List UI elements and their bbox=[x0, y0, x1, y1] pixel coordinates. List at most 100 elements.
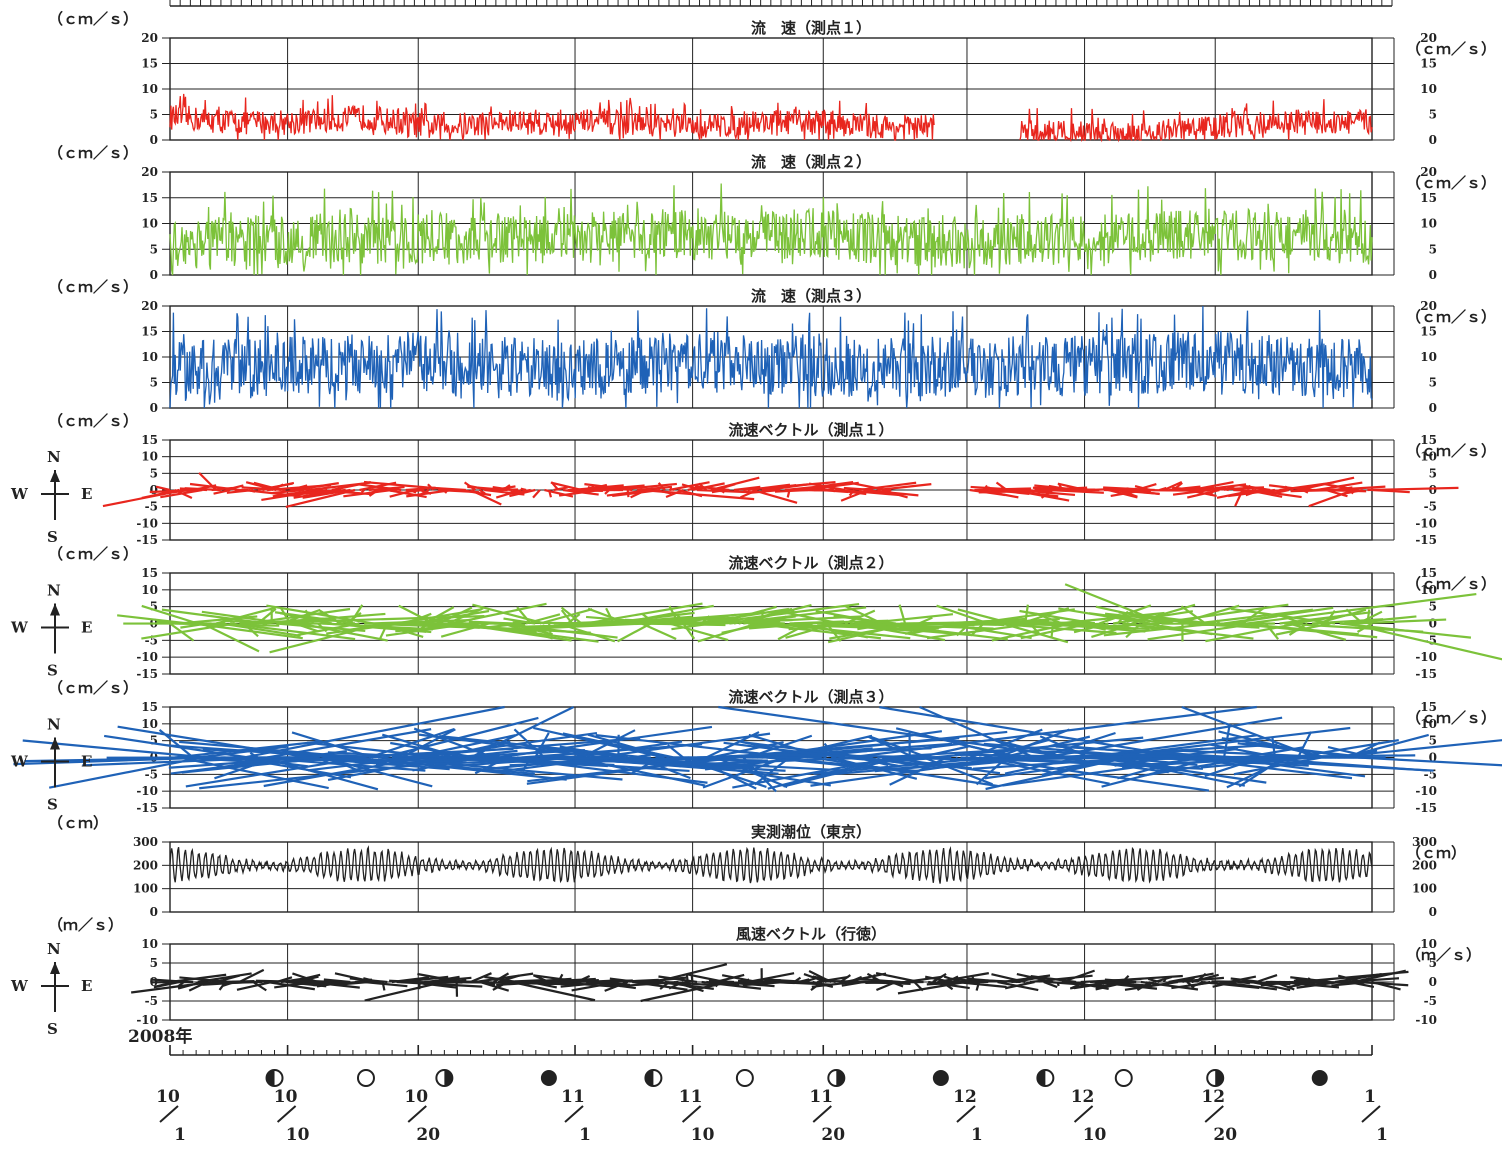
vector-arrow bbox=[495, 488, 522, 499]
vector-arrow bbox=[513, 728, 546, 759]
vector-arrow bbox=[560, 609, 574, 625]
vector-arrow bbox=[533, 726, 665, 759]
date-label-month: 1 bbox=[1364, 1087, 1376, 1107]
vector-arrow bbox=[1073, 980, 1114, 990]
vector-arrow bbox=[1088, 612, 1169, 625]
ytick-label-left: -5 bbox=[145, 767, 158, 781]
vector-arrow bbox=[534, 732, 550, 759]
vector-arrow bbox=[360, 489, 365, 494]
vector-arrow bbox=[1138, 756, 1308, 766]
compass-e: E bbox=[81, 485, 92, 503]
vector-arrow bbox=[252, 981, 267, 992]
moon-new-icon bbox=[540, 1070, 557, 1086]
compass-w: W bbox=[10, 753, 29, 771]
compass-arrow bbox=[50, 470, 60, 482]
ytick-label-left: -15 bbox=[136, 533, 158, 547]
panel-title: 実測潮位（東京） bbox=[751, 823, 871, 841]
vector-arrow bbox=[691, 756, 757, 790]
vector-arrow bbox=[560, 606, 583, 625]
date-slash bbox=[1361, 1105, 1381, 1123]
vector-arrow bbox=[840, 488, 869, 502]
vector-arrow bbox=[1147, 622, 1257, 641]
vector-arrow bbox=[1056, 981, 1060, 987]
vector-arrow bbox=[585, 602, 703, 625]
ytick-label-left: 0 bbox=[150, 268, 158, 282]
vector-arrow bbox=[669, 487, 675, 492]
vector-arrow bbox=[1140, 980, 1199, 991]
ytick-label-left: 10 bbox=[141, 583, 158, 597]
vector-arrow bbox=[390, 741, 476, 759]
vector-arrow bbox=[1268, 484, 1308, 492]
vector-arrow bbox=[192, 622, 303, 640]
compass-arrow bbox=[50, 962, 60, 974]
vector-arrow bbox=[1172, 488, 1211, 496]
unit-left: （ｃｍ／ｓ） bbox=[48, 278, 138, 296]
compass-icon: N S W E bbox=[10, 448, 92, 546]
vector-arrow bbox=[1330, 739, 1502, 759]
moon-new-icon bbox=[1311, 1070, 1328, 1086]
ytick-label-right: 10 bbox=[1420, 717, 1437, 731]
moon-last-quarter-icon bbox=[827, 1069, 846, 1087]
vector-arrow bbox=[512, 621, 591, 625]
vector-arrow bbox=[189, 482, 240, 492]
vector-arrow bbox=[748, 753, 952, 759]
vector-arrow bbox=[1102, 756, 1266, 761]
date-label: 11 20 bbox=[809, 1087, 845, 1145]
vector-arrow bbox=[185, 756, 365, 788]
vector-arrow bbox=[1233, 756, 1322, 776]
compass-w: W bbox=[10, 619, 29, 637]
vector-arrow bbox=[553, 486, 568, 492]
vector-arrow bbox=[236, 980, 272, 991]
ytick-label-right: 15 bbox=[1420, 433, 1437, 447]
moon-circle bbox=[932, 1070, 949, 1086]
vector-arrow bbox=[1016, 973, 1054, 984]
vector-arrow bbox=[155, 485, 171, 492]
vector-arrow bbox=[141, 604, 199, 625]
compass-arrow bbox=[50, 603, 60, 616]
moon-full-icon bbox=[1114, 1069, 1133, 1087]
panel-5: -15-15-10-10-5-5005510101515流速ベクトル（測点２）（… bbox=[10, 545, 1502, 681]
vector-arrow bbox=[364, 980, 444, 1002]
vector-arrow bbox=[117, 614, 189, 625]
unit-right: （ｃｍ／ｓ） bbox=[1406, 709, 1496, 727]
vector-arrow bbox=[274, 611, 356, 625]
vector-arrow bbox=[665, 488, 684, 499]
vector-arrow bbox=[562, 732, 675, 759]
vector-arrow bbox=[179, 756, 329, 790]
ytick-label-right: 0 bbox=[1429, 617, 1437, 631]
vector-arrow bbox=[1182, 976, 1195, 984]
vector-arrow bbox=[559, 979, 605, 984]
vector-arrow bbox=[440, 622, 490, 638]
compass-n: N bbox=[47, 448, 61, 466]
vector-arrow bbox=[738, 603, 812, 625]
vector-arrow bbox=[879, 488, 892, 495]
panel-8: -10-10-5-500551010風速ベクトル（行徳）（ｍ／ｓ）（ｍ／ｓ）NS… bbox=[10, 916, 1481, 1038]
vector-arrow bbox=[307, 756, 416, 772]
vector-arrow bbox=[991, 622, 1072, 642]
date-label: 10 10 bbox=[274, 1087, 310, 1145]
vector-arrow bbox=[406, 488, 453, 498]
vector-arrow bbox=[610, 979, 651, 984]
ytick-label-left: 10 bbox=[141, 450, 158, 464]
vector-arrow bbox=[174, 740, 320, 759]
ytick-label-right: 15 bbox=[1420, 57, 1437, 71]
moon-circle bbox=[735, 1069, 754, 1087]
unit-left: （ｃｍ） bbox=[48, 814, 108, 832]
ytick-label-left: 10 bbox=[141, 937, 158, 951]
vector-arrow bbox=[873, 622, 929, 630]
ytick-label-left: -10 bbox=[136, 1013, 158, 1027]
compass-w: W bbox=[10, 485, 29, 503]
moon-full-icon bbox=[356, 1069, 375, 1087]
chart-panels: 0 0 5 5 10 10 15 15 20 20 流 速（測点１） （ｃｍ／ｓ） （ｃｍ／ｓ） 0 0 5 5… bbox=[10, 10, 1502, 1038]
vector-arrow bbox=[777, 622, 809, 641]
date-label-day: 1 bbox=[174, 1125, 186, 1145]
vector-arrow bbox=[604, 980, 629, 992]
ytick-label-left: -10 bbox=[136, 650, 158, 664]
moon-last-quarter-icon bbox=[1206, 1069, 1225, 1087]
date-label-month: 12 bbox=[953, 1087, 977, 1107]
vector-arrow bbox=[1371, 488, 1410, 494]
ytick-label-left: 5 bbox=[150, 734, 158, 748]
vector-arrow bbox=[405, 612, 432, 625]
vector-arrow bbox=[280, 607, 292, 625]
